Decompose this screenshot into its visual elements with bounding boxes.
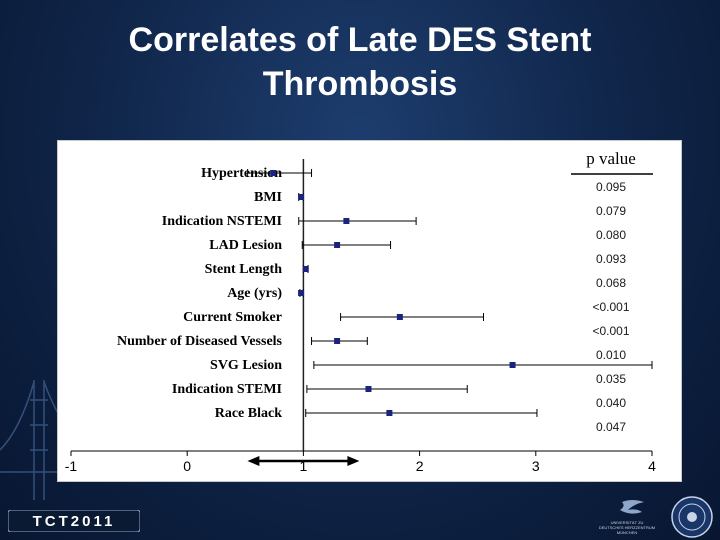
p-value: <0.001 [592, 300, 629, 314]
p-value: 0.040 [596, 396, 626, 410]
row-label: Number of Diseased Vessels [117, 334, 283, 349]
forest-plot-panel: Hypertension BMI Indication NSTEMI LAD Lesi… [57, 140, 682, 482]
point-estimate [509, 362, 516, 368]
tct-logo: TCT2011 [8, 510, 140, 532]
row-label: LAD Lesion [209, 238, 282, 253]
point-estimate [334, 338, 341, 344]
p-value: 0.035 [596, 372, 626, 386]
point-estimate [343, 218, 350, 224]
arrow-right-icon [347, 456, 360, 466]
tct-logo-text: TCT2011 [33, 513, 116, 530]
point-estimate [302, 266, 309, 272]
slide-title-line1: Correlates of Late DES Stent [128, 21, 592, 59]
x-tick-label: -1 [65, 458, 78, 474]
p-value: 0.095 [596, 180, 626, 194]
point-estimate [270, 170, 277, 176]
row-label: Age (yrs) [227, 286, 282, 301]
slide-title: Correlates of Late DES Stent Thrombosis [0, 18, 720, 106]
p-value: 0.093 [596, 252, 626, 266]
point-estimate [386, 410, 393, 416]
row-label: BMI [254, 190, 282, 205]
p-value: 0.079 [596, 204, 626, 218]
arrow-left-icon [247, 456, 260, 466]
sponsor-line-3: MÜNCHEN [617, 530, 638, 535]
slide-title-line2: Thrombosis [262, 65, 458, 103]
p-value: 0.047 [596, 420, 626, 434]
row-label: Race Black [215, 406, 282, 421]
row-label: Stent Length [205, 262, 283, 277]
forest-plot: Hypertension BMI Indication NSTEMI LAD Lesi… [65, 149, 656, 474]
x-tick-label: 3 [532, 458, 540, 474]
point-estimate [365, 386, 372, 392]
sponsor-logo: UNIVERSITÄT ZU DEUTSCHES HERZZENTRUM MÜN… [599, 500, 655, 535]
pvalue-header: p value [586, 149, 636, 168]
university-seal-icon [671, 496, 713, 538]
sponsor-line-2: DEUTSCHES HERZZENTRUM [599, 525, 655, 530]
row-label: Hypertension [201, 166, 282, 181]
point-estimate [298, 194, 305, 200]
row-label: SVG Lesion [210, 358, 282, 373]
p-value: 0.010 [596, 348, 626, 362]
x-tick-label: 1 [300, 458, 308, 474]
row-label: Current Smoker [183, 310, 282, 325]
point-estimate [334, 242, 341, 248]
point-estimate [396, 314, 403, 320]
p-value: 0.080 [596, 228, 626, 242]
p-value: 0.068 [596, 276, 626, 290]
x-tick-label: 4 [648, 458, 656, 474]
row-label: Indication NSTEMI [162, 214, 282, 229]
p-value: <0.001 [592, 324, 629, 338]
x-tick-label: 2 [416, 458, 424, 474]
point-estimate [298, 290, 305, 296]
row-label: Indication STEMI [172, 382, 282, 397]
sponsor-line-1: UNIVERSITÄT ZU [611, 520, 644, 525]
x-tick-label: 0 [183, 458, 191, 474]
